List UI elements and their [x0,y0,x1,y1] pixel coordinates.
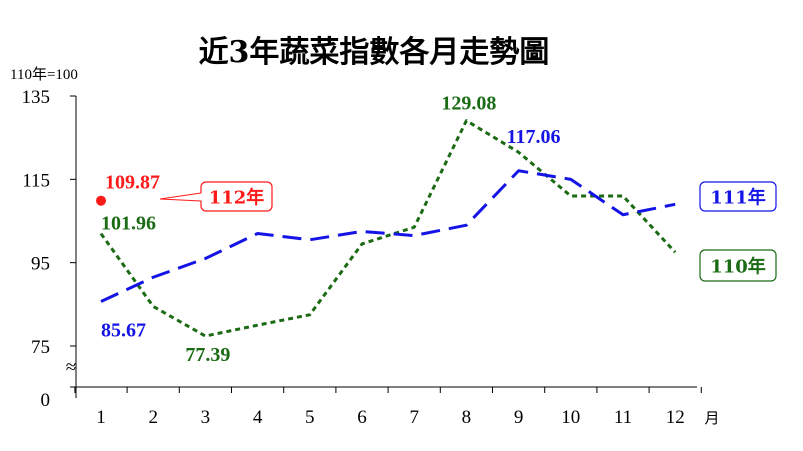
x-tick-label: 9 [514,407,524,428]
x-axis-unit: 月 [704,409,719,427]
series-line [100,169,676,303]
data-point-marker [96,195,106,206]
data-label: 101.96 [101,213,156,235]
x-tick-label: 12 [666,407,685,428]
y-tick-label: 0 [41,390,51,411]
callout-pointer [159,192,202,202]
legend-tag-label: 112年 [209,187,265,209]
legend-tag: 111年 [699,181,777,212]
data-label: 117.06 [507,126,561,148]
y-tick-label: 135 [22,87,51,108]
y-tick-label: 95 [31,254,50,275]
legend-tag-box [699,181,777,212]
x-tick-label: 7 [409,407,419,428]
legend-tag-box [699,249,777,282]
x-tick-label: 2 [148,407,158,428]
x-tick-label: 4 [253,407,263,428]
data-label: 109.87 [105,172,160,194]
legend-tag-label: 111年 [710,187,766,209]
unit-label: 110年=100 [10,66,78,83]
x-tick-label: 6 [357,407,367,428]
y-ticks: 0 75 95 115 135 [22,87,76,411]
data-label: 85.67 [101,320,146,342]
series-layer [96,119,677,338]
x-tick-label: 11 [614,407,632,428]
y-tick-label: 75 [31,337,50,358]
data-labels: 109.87 101.96 85.67 77.39 129.08 117.06 [101,93,561,366]
data-label: 77.39 [185,344,230,366]
x-tick-label: 1 [96,407,106,428]
chart-title: 近3年蔬菜指數各月走勢圖 [199,35,550,70]
data-label: 129.08 [441,93,496,115]
series-line [99,119,677,338]
y-tick-label: 115 [22,170,50,191]
axis-break-symbol: ≈ [66,357,76,378]
axes [75,96,697,398]
legend-tag: 112年 [159,181,273,212]
legend-tags: 112年 111年 110年 [159,181,777,282]
legend-tag: 110年 [699,249,777,282]
x-ticks: 1 2 3 4 5 6 7 8 9 10 11 12 [74,387,702,428]
x-tick-label: 8 [462,407,472,428]
x-tick-label: 5 [305,407,315,428]
x-tick-label: 3 [201,407,211,428]
x-tick-label: 10 [561,407,580,428]
legend-tag-label: 110年 [710,256,766,278]
